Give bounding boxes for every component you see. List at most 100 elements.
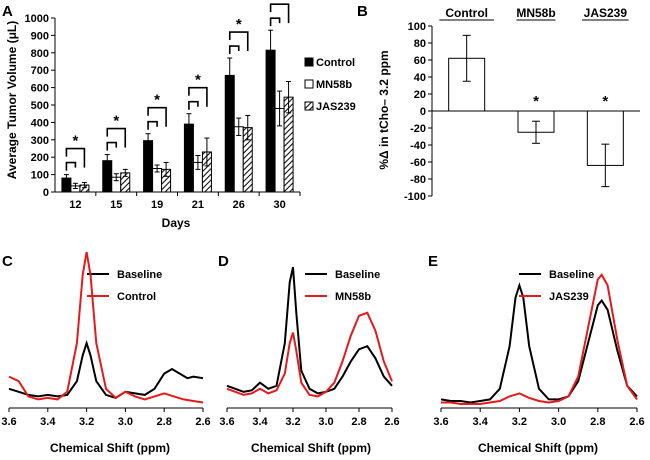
chart-a-significance-bracket [147, 120, 158, 130]
chart-b-ytick-label: 80 [414, 38, 426, 50]
chart-a-significance-star: * [72, 133, 78, 150]
tumor-volume-bar-chart: Average Tumor Volume (μL) Days 0 100 200 30… [5, 0, 356, 230]
chart-a-significance-bracket [228, 31, 249, 52]
chart-a-xlabel: Days [162, 216, 191, 230]
chart-e-series-jas239 [441, 273, 638, 405]
chart-d-legend-label: Baseline [335, 269, 380, 281]
chart-a-ytick-label: 200 [31, 152, 49, 164]
chart-a-ytick-label: 400 [31, 117, 49, 129]
chart-a-ytick-label: 0 [43, 187, 49, 199]
chart-e-xtick-label: 3.4 [473, 416, 489, 428]
chart-a-legend-swatch-jas239 [304, 101, 314, 111]
chart-a-significance-bracket [106, 127, 127, 148]
chart-c-series-control [8, 251, 204, 404]
chart-e-xtick-label: 3.2 [512, 416, 527, 428]
panel-label-a: A [2, 3, 13, 20]
chart-b-category-label: Control [445, 6, 488, 20]
chart-b-significance-star: * [533, 93, 539, 110]
chart-d-xlabel: Chemical Shift (ppm) [251, 441, 371, 455]
chart-b-ytick-label: 60 [414, 55, 426, 67]
chart-d-series-baseline [226, 266, 393, 395]
chart-a-xtick-label: 12 [69, 199, 81, 211]
chart-e-xlabel: Chemical Shift (ppm) [478, 441, 598, 455]
chart-a-significance-bracket [188, 86, 208, 107]
chart-a-bar-mn58b [233, 126, 244, 193]
chart-d-xtick-label: 3.0 [318, 416, 333, 428]
panel-label-b: B [357, 3, 368, 20]
chart-b-ytick-label: 40 [414, 72, 426, 84]
chart-b-category-label: JAS239 [584, 6, 628, 20]
chart-a-bar-control [143, 140, 154, 193]
chart-a-legend-label: JAS239 [316, 101, 356, 113]
chart-a-legend-label: Control [316, 57, 355, 69]
chart-c-series-baseline [8, 339, 204, 399]
chart-b-ytick-label: -40 [410, 140, 426, 152]
chart-e-xtick-label: 2.6 [629, 416, 644, 428]
chart-a-legend-label: MN58b [316, 79, 352, 91]
chart-a-significance-star: * [195, 72, 201, 89]
chart-c-legend-label: Baseline [117, 269, 162, 281]
chart-e-xtick-label: 3.6 [433, 416, 448, 428]
chart-e-xtick-label: 3.0 [551, 416, 566, 428]
chart-a-significance-bracket [228, 45, 240, 55]
chart-a-xtick-label: 19 [151, 199, 163, 211]
chart-a-ytick-label: 1000 [25, 13, 49, 25]
chart-a-significance-bracket [188, 100, 199, 110]
chart-b-ytick-label: 20 [414, 89, 426, 101]
chart-b-ytick-label: -60 [410, 157, 426, 169]
chart-d-xtick-label: 2.6 [384, 416, 399, 428]
chart-a-xtick-label: 21 [192, 199, 204, 211]
chart-a-significance-star: * [236, 16, 242, 33]
chart-a-significance-bracket [269, 3, 290, 24]
spectrum-jas239-chart: Chemical Shift (ppm) 3.6 3.4 3.2 3.0 2.8 2.6 B… [433, 269, 644, 455]
chart-e-legend-label: Baseline [549, 269, 594, 281]
chart-e-series-baseline [440, 282, 638, 404]
chart-a-significance-bracket [65, 147, 86, 168]
chart-e-legend-label: JAS239 [549, 291, 589, 303]
chart-c-xtick-label: 3.0 [118, 416, 133, 428]
chart-a-ytick-label: 900 [31, 30, 49, 42]
chart-d-xtick-label: 3.2 [285, 416, 300, 428]
chart-c-xtick-label: 2.8 [157, 416, 172, 428]
chart-e-xtick-label: 2.8 [590, 416, 605, 428]
chart-a-significance-bracket [106, 141, 118, 151]
chart-b-ytick-label: -20 [410, 123, 426, 135]
chart-c-xtick-label: 2.6 [195, 416, 210, 428]
chart-b-significance-star: * [602, 93, 608, 110]
chart-a-ytick-label: 300 [31, 135, 49, 147]
spectrum-control-chart: Chemical Shift (ppm) 3.6 3.4 3.2 3.0 2.8 2.6 B… [1, 251, 211, 455]
chart-c-xtick-label: 3.6 [1, 416, 16, 428]
chart-a-significance-bracket [65, 161, 77, 171]
chart-b-ytick-label: 100 [408, 21, 426, 33]
panel-label-e: E [428, 253, 438, 270]
chart-c-legend-label: Control [117, 291, 156, 303]
chart-a-ytick-label: 100 [31, 170, 49, 182]
chart-a-xtick-label: 30 [273, 199, 285, 211]
chart-a-significance-star: * [113, 113, 119, 130]
chart-a-bar-control [265, 49, 276, 193]
chart-b-ytick-label: -100 [404, 191, 426, 203]
chart-a-legend-swatch-control [304, 57, 314, 67]
chart-a-ylabel: Average Tumor Volume (μL) [5, 21, 19, 179]
chart-d-xtick-label: 2.8 [351, 416, 366, 428]
chart-d-xtick-label: 3.4 [252, 416, 268, 428]
spectrum-mn58b-chart: Chemical Shift (ppm) 3.6 3.4 3.2 3.0 2.8 2.6 B… [219, 266, 400, 455]
chart-c-xlabel: Chemical Shift (ppm) [50, 441, 170, 455]
chart-a-significance-star: * [277, 0, 283, 5]
chart-c-xtick-label: 3.4 [40, 416, 56, 428]
panel-label-d: D [218, 253, 229, 270]
chart-a-ytick-label: 500 [31, 100, 49, 112]
chart-a-significance-star: * [154, 92, 160, 109]
chart-a-significance-bracket [269, 17, 281, 27]
chart-a-xtick-label: 26 [233, 199, 245, 211]
chart-b-ytick-label: -80 [410, 174, 426, 186]
chart-a-ytick-label: 700 [31, 65, 49, 77]
tcho-change-bar-chart: %Δ in tCho– 3.2 ppm -100 -80 -60 -40 -20 0 20 4… [377, 6, 640, 203]
chart-a-legend-swatch-mn58b [304, 79, 314, 89]
chart-d-legend-label: MN58b [335, 291, 371, 303]
chart-d-xtick-label: 3.6 [219, 416, 234, 428]
chart-d-series-mn58b [226, 311, 393, 398]
panel-label-c: C [2, 253, 13, 270]
chart-c-xtick-label: 3.2 [79, 416, 94, 428]
